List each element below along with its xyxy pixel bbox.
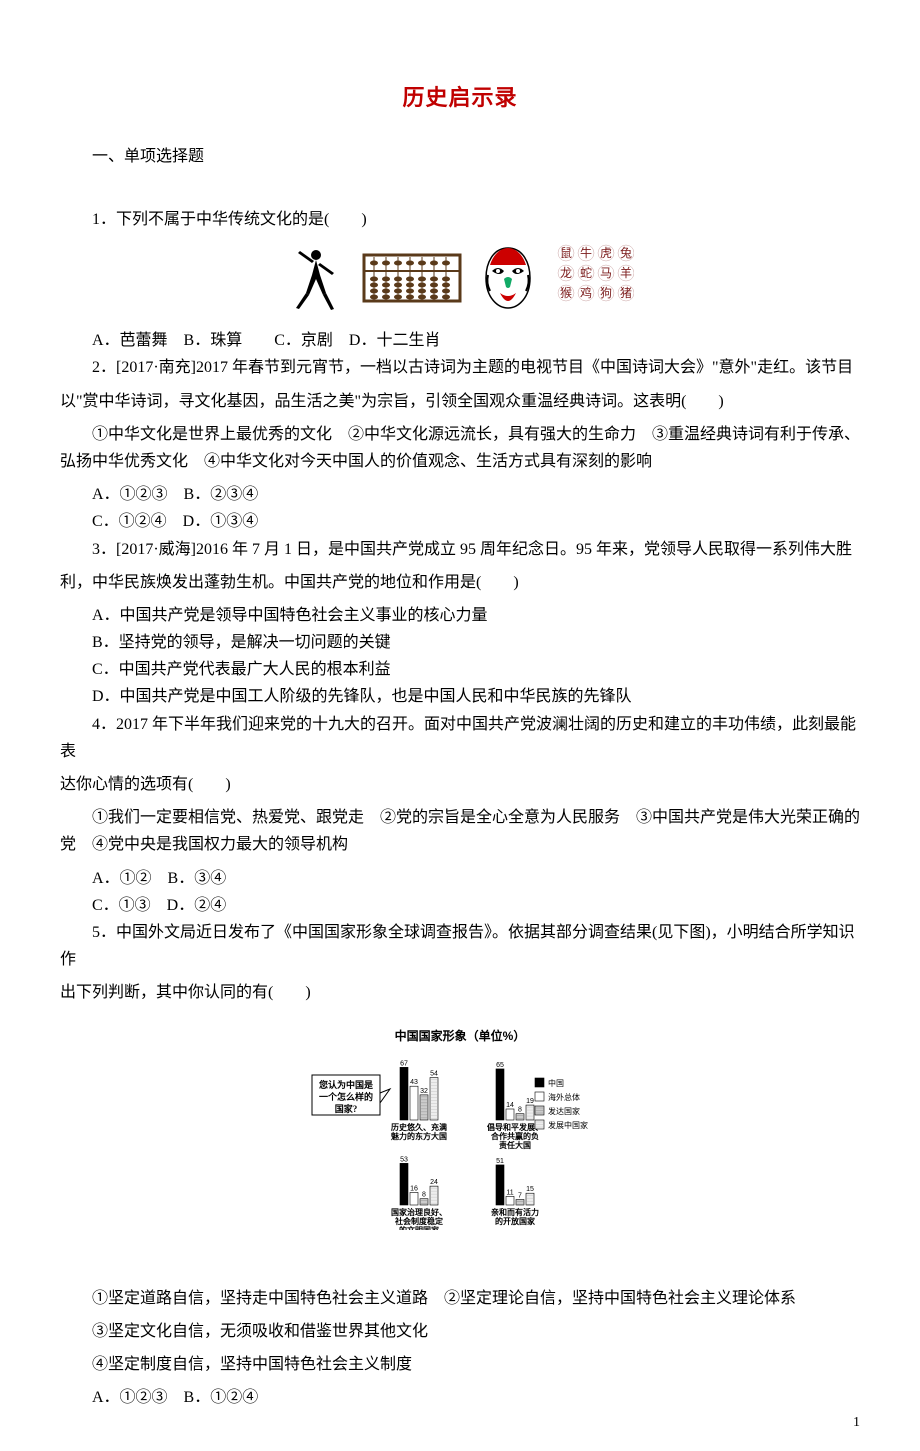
question-5-stem-l2: 出下列判断，其中你认同的有( ) [60, 979, 860, 1006]
svg-text:中国: 中国 [548, 1078, 564, 1088]
svg-text:猪: 猪 [620, 286, 632, 300]
svg-text:67: 67 [400, 1060, 408, 1067]
q2-number: 2． [92, 359, 116, 376]
question-4-stem-l2: 达你心情的选项有( ) [60, 771, 860, 798]
q5-circled-l1: ①坚定道路自信，坚持走中国特色社会主义道路 ②坚定理论自信，坚持中国特色社会主义… [60, 1285, 860, 1312]
svg-text:一个怎么样的: 一个怎么样的 [319, 1091, 373, 1102]
q1-number: 1． [92, 211, 116, 228]
q4-circled: ①我们一定要相信党、热爱党、跟党走 ②党的宗旨是全心全意为人民服务 ③中国共产党… [60, 804, 860, 858]
svg-text:54: 54 [430, 1070, 438, 1077]
ballet-dancer-icon [286, 243, 346, 313]
q3-optB: B．坚持党的领导，是解决一切问题的关键 [60, 629, 860, 656]
svg-text:海外总体: 海外总体 [548, 1092, 580, 1102]
opera-mask-icon [478, 243, 538, 313]
q1-text: 下列不属于中华传统文化的是( ) [116, 211, 367, 228]
q4-number: 4． [92, 716, 116, 733]
q2-opt-line1: A．①②③ B．②③④ [60, 481, 860, 508]
q3-number: 3． [92, 541, 116, 558]
q3-optD: D．中国共产党是中国工人阶级的先锋队，也是中国人民和中华民族的先锋队 [60, 683, 860, 710]
svg-text:65: 65 [496, 1061, 504, 1068]
svg-text:亲和而有活力: 亲和而有活力 [491, 1207, 539, 1217]
q1-images-row: 鼠牛虎兔 龙蛇马羊 猴鸡狗猪 [60, 243, 860, 313]
q4-opt-line2: C．①③ D．②④ [60, 892, 860, 919]
svg-text:责任大国: 责任大国 [499, 1140, 531, 1150]
question-2-stem-l1: 2．[2017·南充]2017 年春节到元宵节，一档以古诗词为主题的电视节目《中… [60, 354, 860, 381]
q2-opt-line2: C．①②④ D．①③④ [60, 508, 860, 535]
question-3-stem-l1: 3．[2017·威海]2016 年 7 月 1 日，是中国共产党成立 95 周年… [60, 536, 860, 563]
svg-text:羊: 羊 [620, 265, 632, 280]
svg-text:合作共赢的负: 合作共赢的负 [490, 1131, 539, 1141]
svg-text:16: 16 [410, 1185, 418, 1192]
svg-text:43: 43 [410, 1079, 418, 1086]
q5-chart: 中国国家形象（单位%） 您认为中国是一个怎么样的国家? 67 4332 54 历史悠久、… [60, 1027, 860, 1235]
q1-options: A．芭蕾舞 B．珠算 C．京剧 D．十二生肖 [60, 327, 860, 354]
svg-text:19: 19 [526, 1098, 534, 1105]
svg-text:8: 8 [422, 1191, 426, 1198]
section-heading: 一、单项选择题 [60, 142, 860, 166]
question-4-stem-l1: 4．2017 年下半年我们迎来党的十九大的召开。面对中国共产党波澜壮阔的历史和建… [60, 711, 860, 765]
svg-text:32: 32 [420, 1087, 428, 1094]
q5-opt-line1: A．①②③ B．①②④ [60, 1384, 860, 1411]
svg-text:53: 53 [400, 1156, 408, 1163]
q3-optA: A．中国共产党是领导中国特色社会主义事业的核心力量 [60, 602, 860, 629]
svg-text:15: 15 [526, 1186, 534, 1193]
svg-text:倡导和平发展、: 倡导和平发展、 [486, 1122, 543, 1132]
svg-text:发展中国家: 发展中国家 [548, 1120, 588, 1130]
q5-text-l1: 中国外文局近日发布了《中国国家形象全球调查报告》。依据其部分调查结果(见下图)，… [60, 924, 855, 968]
svg-text:24: 24 [430, 1179, 438, 1186]
q5-circled-l2: ③坚定文化自信，无须吸收和借鉴世界其他文化 [60, 1318, 860, 1345]
svg-text:7: 7 [518, 1192, 522, 1199]
document-page: 历史启示录 一、单项选择题 1．下列不属于中华传统文化的是( ) [0, 0, 920, 1451]
q4-opt-line1: A．①② B．③④ [60, 865, 860, 892]
question-1-stem: 1．下列不属于中华传统文化的是( ) [60, 206, 860, 233]
page-number: 1 [853, 1415, 860, 1431]
question-5-stem-l1: 5．中国外文局近日发布了《中国国家形象全球调查报告》。依据其部分调查结果(见下图… [60, 919, 860, 973]
svg-text:虎: 虎 [600, 246, 612, 260]
svg-text:11: 11 [506, 1189, 513, 1196]
svg-text:8: 8 [518, 1106, 522, 1113]
zodiac-icon: 鼠牛虎兔 龙蛇马羊 猴鸡狗猪 [554, 243, 634, 313]
svg-text:马: 马 [600, 266, 612, 280]
q5-number: 5． [92, 924, 116, 941]
svg-text:14: 14 [506, 1102, 514, 1109]
bar-chart-svg: 您认为中国是一个怎么样的国家? 67 4332 54 历史悠久、充满魅力的东方大国 65 1… [310, 1050, 610, 1230]
q2-text-l1: [2017·南充]2017 年春节到元宵节，一档以古诗词为主题的电视节目《中国诗… [116, 359, 853, 376]
question-3-stem-l2: 利，中华民族焕发出蓬勃生机。中国共产党的地位和作用是( ) [60, 569, 860, 596]
svg-text:蛇: 蛇 [580, 265, 592, 280]
chart-title: 中国国家形象（单位%） [60, 1027, 860, 1044]
svg-text:51: 51 [496, 1157, 504, 1164]
question-2-stem-l2: 以"赏中华诗词，寻文化基因，品生活之美"为宗旨，引领全国观众重温经典诗词。这表明… [60, 388, 860, 415]
svg-text:魅力的东方大国: 魅力的东方大国 [391, 1131, 447, 1141]
svg-text:您认为中国是: 您认为中国是 [319, 1079, 374, 1090]
page-title: 历史启示录 [60, 80, 860, 112]
svg-text:狗: 狗 [600, 286, 612, 300]
svg-text:社会制度稳定: 社会制度稳定 [394, 1216, 443, 1226]
svg-text:发达国家: 发达国家 [548, 1106, 580, 1116]
svg-text:国家治理良好、: 国家治理良好、 [391, 1207, 447, 1217]
svg-text:龙: 龙 [560, 266, 572, 280]
abacus-icon [362, 253, 462, 303]
svg-text:的开放国家: 的开放国家 [495, 1216, 536, 1226]
q3-text-l1: [2017·威海]2016 年 7 月 1 日，是中国共产党成立 95 周年纪念… [116, 541, 852, 558]
svg-text:兔: 兔 [620, 245, 632, 260]
svg-text:牛: 牛 [580, 245, 592, 260]
svg-text:鸡: 鸡 [580, 285, 592, 300]
svg-text:鼠: 鼠 [560, 246, 572, 260]
svg-text:国家?: 国家? [335, 1103, 358, 1114]
q2-circled: ①中华文化是世界上最优秀的文化 ②中华文化源远流长，具有强大的生命力 ③重温经典… [60, 421, 860, 475]
svg-text:历史悠久、充满: 历史悠久、充满 [391, 1122, 447, 1132]
svg-text:的文明国家: 的文明国家 [399, 1225, 440, 1230]
q3-optC: C．中国共产党代表最广大人民的根本利益 [60, 656, 860, 683]
q5-circled-l3: ④坚定制度自信，坚持中国特色社会主义制度 [60, 1351, 860, 1378]
q4-text-l1: 2017 年下半年我们迎来党的十九大的召开。面对中国共产党波澜壮阔的历史和建立的… [60, 716, 856, 760]
svg-text:猴: 猴 [560, 286, 572, 300]
